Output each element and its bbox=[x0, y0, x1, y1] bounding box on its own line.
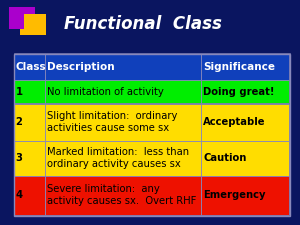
Text: Marked limitation:  less than
ordinary activity causes sx: Marked limitation: less than ordinary ac… bbox=[47, 147, 190, 169]
Bar bbox=[14, 104, 45, 141]
Bar bbox=[14, 54, 45, 80]
Bar bbox=[201, 104, 290, 141]
Text: 4: 4 bbox=[16, 190, 23, 200]
Text: Emergency: Emergency bbox=[203, 190, 266, 200]
Bar bbox=[45, 104, 201, 141]
Text: Description: Description bbox=[47, 62, 115, 72]
Bar bbox=[45, 176, 201, 215]
Text: Class: Class bbox=[16, 62, 46, 72]
Text: Slight limitation:  ordinary
activities cause some sx: Slight limitation: ordinary activities c… bbox=[47, 111, 178, 133]
Text: No limitation of activity: No limitation of activity bbox=[47, 87, 164, 97]
Text: Doing great!: Doing great! bbox=[203, 87, 275, 97]
Bar bbox=[45, 54, 201, 80]
Bar bbox=[14, 176, 45, 215]
Text: 3: 3 bbox=[16, 153, 22, 163]
Bar bbox=[20, 14, 46, 35]
Text: 1: 1 bbox=[16, 87, 23, 97]
Text: Acceptable: Acceptable bbox=[203, 117, 266, 127]
Bar bbox=[45, 141, 201, 176]
Text: 2: 2 bbox=[16, 117, 22, 127]
Text: Significance: Significance bbox=[203, 62, 275, 72]
Bar bbox=[201, 80, 290, 104]
Bar bbox=[14, 141, 45, 176]
Bar bbox=[9, 7, 24, 29]
Bar bbox=[14, 54, 290, 216]
Bar bbox=[201, 54, 290, 80]
Bar bbox=[14, 80, 45, 104]
Text: Functional  Class: Functional Class bbox=[64, 15, 222, 33]
Text: Severe limitation:  any
activity causes sx.  Overt RHF: Severe limitation: any activity causes s… bbox=[47, 184, 197, 206]
Bar bbox=[45, 80, 201, 104]
Text: Caution: Caution bbox=[203, 153, 247, 163]
Bar bbox=[201, 176, 290, 215]
Bar bbox=[9, 7, 34, 29]
Bar bbox=[201, 141, 290, 176]
